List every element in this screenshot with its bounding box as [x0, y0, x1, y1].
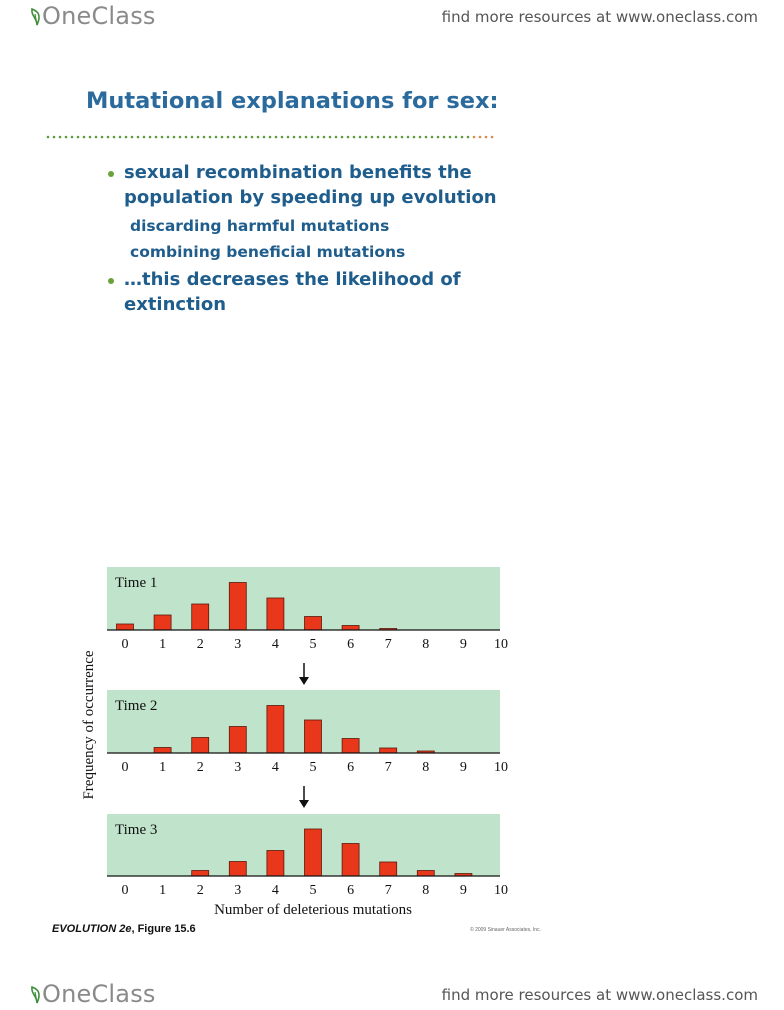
tick-label: 5 — [310, 883, 317, 898]
bar-6 — [341, 738, 360, 754]
tick-label: 5 — [310, 760, 317, 775]
down-arrow-head-icon — [299, 800, 309, 808]
bar-1 — [153, 614, 172, 631]
bar-4 — [266, 850, 285, 877]
tick-label: 5 — [310, 637, 317, 652]
bar-6 — [341, 843, 360, 877]
tick-label: 9 — [460, 760, 467, 775]
bar-4 — [266, 705, 285, 754]
find-more-link[interactable]: find more resources at www.oneclass.com — [441, 8, 758, 26]
panel-label: Time 3 — [115, 822, 157, 838]
sub-point: discarding harmful mutations — [130, 217, 390, 235]
panel-background-3 — [107, 814, 500, 876]
bar-3 — [228, 582, 247, 631]
bar-7 — [379, 747, 398, 754]
tick-label: 3 — [234, 637, 241, 652]
bar-3 — [228, 861, 247, 877]
tick-label: 7 — [385, 883, 392, 898]
tick-label: 4 — [272, 637, 279, 652]
bar-1 — [153, 747, 172, 754]
slide-title: Mutational explanations for sex: — [86, 88, 499, 114]
tick-label: 3 — [234, 883, 241, 898]
logo-text: OneClass — [42, 980, 156, 1008]
bar-3 — [228, 726, 247, 754]
bullet-item: sexual recombination benefits the popula… — [108, 160, 528, 210]
panel-label: Time 2 — [115, 698, 157, 714]
tick-label: 2 — [197, 637, 204, 652]
bar-5 — [304, 828, 322, 877]
oneclass-logo-footer[interactable]: OneClass — [30, 980, 156, 1010]
tick-label: 8 — [422, 760, 429, 775]
tick-label: 1 — [159, 637, 166, 652]
bullet-item: …this decreases the likelihood of extinc… — [108, 267, 528, 317]
tick-label: 6 — [347, 883, 354, 898]
sub-point: combining beneficial mutations — [130, 243, 406, 261]
tick-label: 8 — [422, 637, 429, 652]
down-arrow-head-icon — [299, 677, 309, 685]
figure-caption-book: EVOLUTION 2e — [52, 923, 132, 935]
x-axis-label: Number of deleterious mutations — [214, 902, 412, 918]
panel-label: Time 1 — [115, 575, 157, 591]
tick-label: 9 — [460, 637, 467, 652]
oneclass-logo[interactable]: OneClass — [30, 2, 156, 32]
tick-label: 2 — [197, 883, 204, 898]
tick-label: 6 — [347, 637, 354, 652]
tick-label: 3 — [234, 760, 241, 775]
leaf-icon — [30, 4, 44, 32]
panel-background-2 — [107, 690, 500, 753]
tick-label: 10 — [494, 883, 508, 898]
tick-label: 2 — [197, 760, 204, 775]
bar-2 — [191, 737, 210, 754]
bullet-list: sexual recombination benefits the popula… — [108, 160, 528, 317]
find-more-link-footer[interactable]: find more resources at www.oneclass.com — [441, 986, 758, 1004]
leaf-icon — [30, 982, 44, 1010]
bar-5 — [304, 719, 322, 754]
bar-0 — [116, 623, 134, 631]
bar-7 — [379, 861, 398, 877]
tick-label: 0 — [122, 883, 129, 898]
bar-2 — [191, 603, 210, 631]
bullet-text: sexual recombination benefits the popula… — [124, 162, 497, 208]
tick-label: 6 — [347, 760, 354, 775]
tick-label: 8 — [422, 883, 429, 898]
tick-label: 9 — [460, 883, 467, 898]
figure-caption-number: , Figure 15.6 — [131, 923, 196, 935]
tick-label: 7 — [385, 760, 392, 775]
bar-6 — [341, 625, 360, 631]
bar-4 — [266, 597, 285, 631]
tick-label: 7 — [385, 637, 392, 652]
bullet-dot-icon — [108, 171, 114, 177]
y-axis-label: Frequency of occurrence — [81, 650, 97, 799]
tick-label: 4 — [272, 883, 279, 898]
bar-2 — [191, 870, 210, 877]
figure-caption: EVOLUTION 2e, Figure 15.6 — [52, 923, 196, 935]
tick-label: 0 — [122, 637, 129, 652]
bar-5 — [304, 616, 322, 631]
tick-label: 10 — [494, 760, 508, 775]
tick-label: 10 — [494, 637, 508, 652]
tick-label: 1 — [159, 760, 166, 775]
tick-label: 1 — [159, 883, 166, 898]
tick-label: 4 — [272, 760, 279, 775]
tick-label: 0 — [122, 760, 129, 775]
logo-text: OneClass — [42, 2, 156, 30]
dotted-divider — [46, 135, 494, 139]
bar-8 — [416, 870, 435, 877]
panel-background-1 — [107, 567, 500, 630]
bullet-text: …this decreases the likelihood of extinc… — [124, 269, 461, 315]
copyright-notice: © 2009 Sinauer Associates, Inc. — [470, 927, 541, 933]
bullet-dot-icon — [108, 278, 114, 284]
